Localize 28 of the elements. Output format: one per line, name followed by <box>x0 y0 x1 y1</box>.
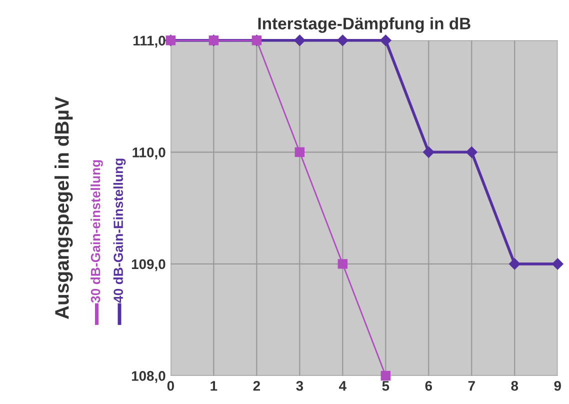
y-axis-title: Ausgangspegel in dBµV <box>54 96 73 320</box>
point <box>380 34 392 46</box>
y-tick-label: 110,0 <box>132 148 166 160</box>
y-tick-label: 108,0 <box>132 371 166 383</box>
point <box>552 258 564 270</box>
y-tick-label: 109,0 <box>132 259 166 272</box>
text: 30 dB-Gain-einstellung <box>90 160 103 303</box>
x-tick-label: 7 <box>468 381 475 391</box>
point <box>466 146 478 158</box>
x-tick-label: 4 <box>339 381 346 391</box>
point <box>338 259 348 269</box>
x-axis-title: Interstage-Dämpfung in dB <box>258 17 470 33</box>
point <box>294 147 305 158</box>
point <box>423 146 434 158</box>
x-tick-label: 6 <box>425 380 432 391</box>
point <box>294 34 306 46</box>
x-tick-label: 1 <box>210 381 218 391</box>
x-tick-label: 3 <box>296 380 304 391</box>
point <box>509 258 520 270</box>
point <box>337 34 348 46</box>
x-tick-label: 9 <box>554 380 561 391</box>
x-tick-label: 5 <box>382 381 390 391</box>
x-tick-label: 0 <box>167 380 174 391</box>
x-tick-label: 8 <box>511 380 518 391</box>
y-tick-label: 111,0 <box>133 36 166 48</box>
point <box>380 370 391 381</box>
text: 40 dB-Gain-Einstellung <box>113 158 126 303</box>
x-tick-label: 2 <box>253 380 260 391</box>
